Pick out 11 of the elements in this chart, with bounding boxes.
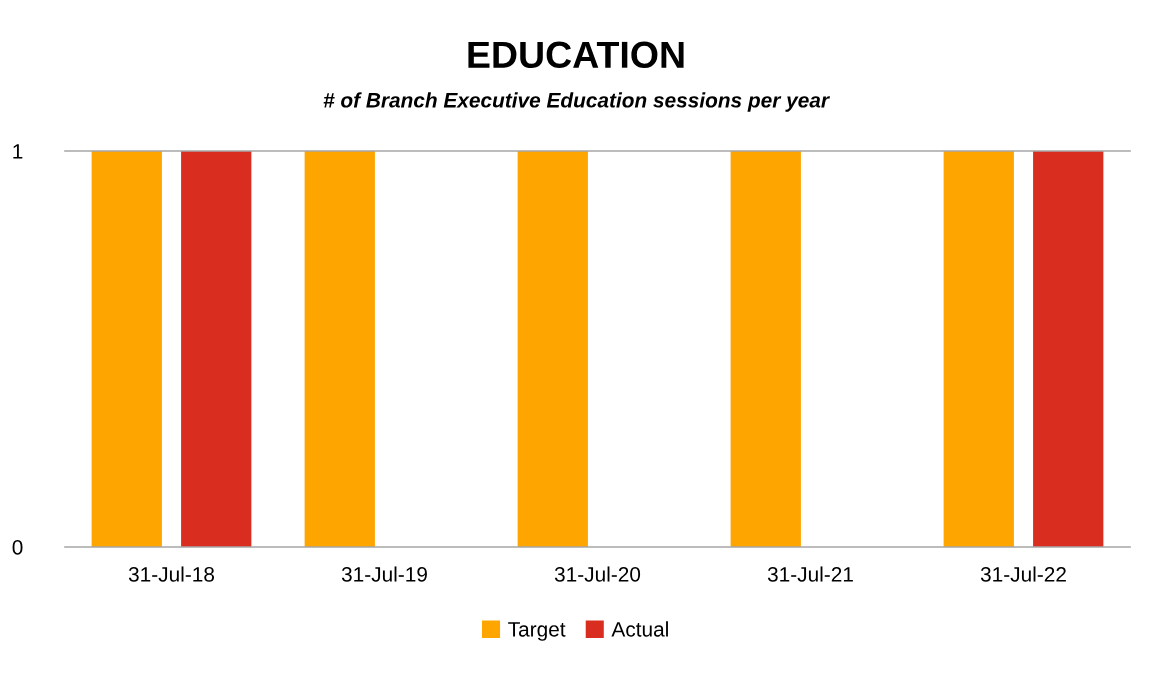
chart-title: EDUCATION <box>468 41 684 69</box>
legend-label: Target <box>508 622 566 641</box>
legend-label: Actual <box>611 621 668 637</box>
x-tick-label: 31-Jul-21 <box>767 566 853 582</box>
x-tick-label: 31-Jul-19 <box>341 566 427 582</box>
x-tick-label: 31-Jul-18 <box>128 566 215 582</box>
chart-subtitle: # of Branch Executive Education sessions per year <box>323 92 830 112</box>
x-tick-label: 31-Jul-20 <box>554 566 641 582</box>
x-tick-label: 31-Jul-22 <box>980 566 1066 582</box>
y-tick-label: 1 <box>13 144 23 159</box>
y-tick-label: 0 <box>12 540 23 555</box>
